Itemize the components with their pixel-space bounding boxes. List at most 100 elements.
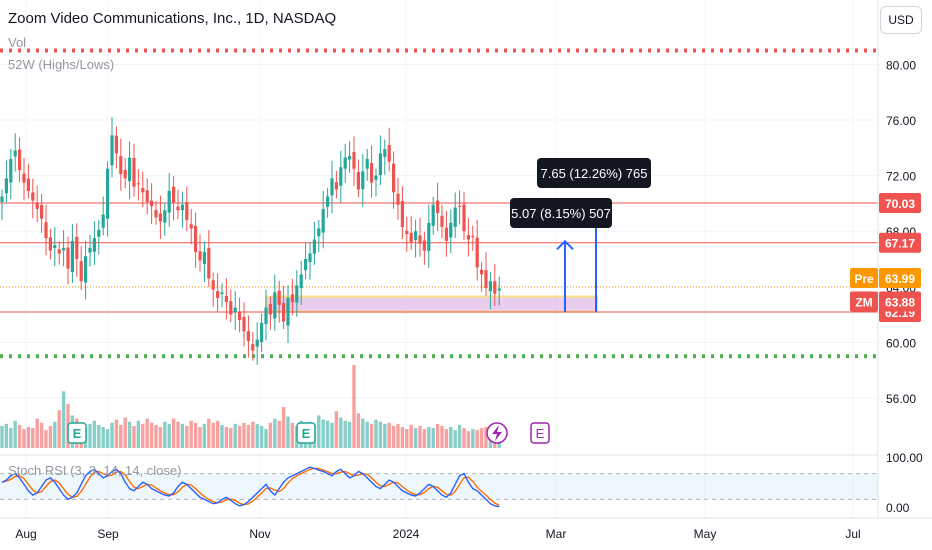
candle-body: [158, 213, 162, 222]
candle-body: [431, 204, 435, 226]
volume-bar: [330, 422, 334, 448]
volume-bar: [202, 423, 207, 448]
volume-bar: [277, 420, 281, 448]
candle-body: [308, 253, 312, 262]
pre-tag: [850, 267, 878, 288]
volume-bar: [374, 419, 378, 448]
volume-bar: [198, 427, 202, 448]
price-tick-label: 76.00: [886, 114, 916, 128]
volume-bar: [290, 422, 295, 448]
candle-body: [242, 317, 246, 332]
volume-bar: [431, 428, 435, 448]
candle-body: [185, 201, 189, 221]
volume-bar: [154, 424, 158, 448]
volume-bar: [325, 420, 330, 448]
candle-body: [440, 215, 444, 228]
candle-body: [277, 290, 281, 305]
volume-bar: [422, 429, 427, 448]
candle-body: [207, 248, 211, 279]
volume-bar: [242, 422, 246, 448]
stoch-k-line: [1, 466, 500, 508]
candle-body: [304, 259, 308, 271]
candle-body: [370, 163, 374, 183]
candle-body: [172, 186, 176, 204]
candle-body: [48, 237, 52, 251]
volume-bar: [449, 427, 453, 448]
candle-body: [462, 204, 466, 232]
stoch-rsi-legend: Stoch RSI (3, 3, 14, 14, close): [8, 463, 182, 478]
time-tick-label: May: [694, 527, 717, 541]
candle-body: [484, 270, 488, 289]
currency-button[interactable]: USD: [880, 6, 922, 34]
candle-body: [9, 158, 13, 183]
candle-body: [154, 210, 158, 218]
volume-bar: [176, 421, 180, 448]
candle-body: [436, 200, 440, 214]
measure-label-2: 7.65 (12.26%) 765: [541, 166, 648, 181]
volume-bar: [193, 422, 198, 448]
volume-bar: [264, 429, 268, 448]
volume-bar: [286, 416, 290, 448]
volume-bar: [365, 421, 369, 448]
earnings-marker: [296, 422, 316, 444]
candle-body: [475, 237, 479, 268]
candle-body: [260, 322, 264, 343]
time-tick-label: Mar: [546, 527, 567, 541]
candle-body: [220, 292, 224, 294]
volume-bar: [391, 425, 396, 448]
volume-bar: [35, 418, 39, 448]
volume-bar: [105, 429, 110, 448]
level-badge-label: 70.03: [885, 197, 915, 211]
candle-body: [119, 156, 123, 175]
volume-bar: [4, 423, 9, 448]
candle-body: [409, 232, 413, 243]
volume-bar: [39, 422, 44, 448]
earnings-marker: [67, 422, 87, 444]
candle-body: [383, 149, 387, 157]
volume-bar: [356, 413, 361, 448]
candle-body: [295, 285, 299, 303]
candle-body: [44, 222, 48, 239]
candle-body: [466, 235, 470, 240]
volume-bar: [220, 424, 224, 448]
candle-body: [251, 344, 255, 351]
volume-bar: [251, 421, 255, 448]
candle-body: [427, 222, 431, 251]
volume-bar: [0, 425, 4, 448]
volume-bar: [409, 424, 413, 448]
volume-bar: [484, 427, 488, 448]
pre-price-label: 63.99: [885, 272, 915, 286]
volume-bar: [317, 415, 321, 448]
candle-body: [414, 231, 418, 241]
volume-bar: [457, 424, 462, 448]
volume-bar: [281, 407, 286, 448]
candle-body: [167, 190, 171, 213]
volume-bar: [53, 421, 57, 448]
lightning-bolt-icon: [492, 425, 502, 441]
volume-bar: [158, 427, 163, 448]
earnings-marker-label: E: [73, 426, 82, 441]
candle-body: [246, 331, 250, 342]
volume-bar: [132, 425, 136, 448]
volume-bar: [185, 425, 189, 448]
price-tick-label: 56.00: [886, 392, 916, 406]
pre-price-badge: [879, 267, 921, 288]
volume-bar: [237, 425, 242, 448]
candle-body: [136, 183, 140, 185]
stoch-tick-label: 0.00: [886, 501, 910, 515]
volume-bar: [347, 421, 352, 448]
candle-body: [493, 281, 497, 294]
volume-bar: [343, 420, 347, 448]
candle-body: [299, 274, 303, 289]
support-zone: [265, 295, 598, 313]
candle-body: [106, 168, 110, 219]
candle-body: [128, 157, 132, 182]
candle-body: [264, 307, 268, 324]
volume-bar: [387, 422, 391, 448]
price-tick-label: 72.00: [886, 170, 916, 184]
candle-body: [53, 245, 57, 249]
candle-body: [194, 225, 198, 253]
candle-body: [361, 171, 365, 190]
volume-bar: [233, 423, 237, 448]
